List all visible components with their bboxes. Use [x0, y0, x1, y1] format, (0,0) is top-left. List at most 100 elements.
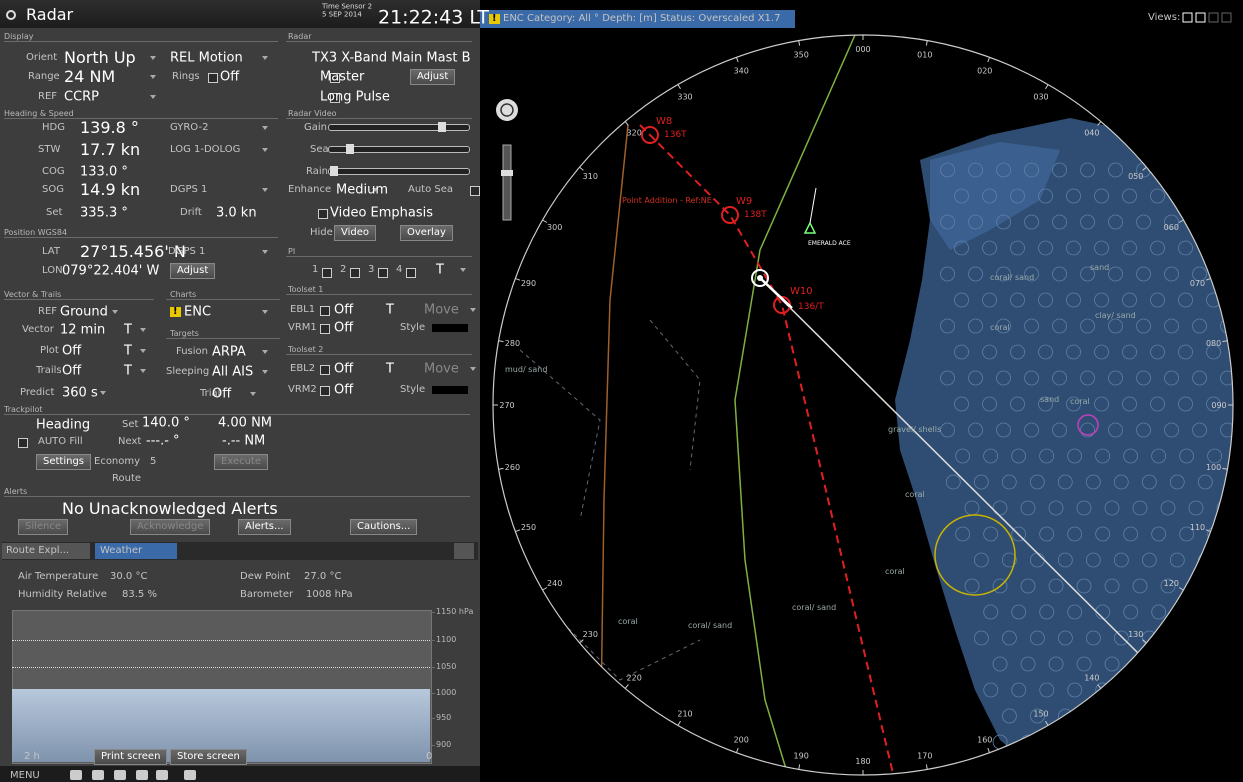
- dropdown[interactable]: [112, 310, 118, 314]
- checkbox[interactable]: [320, 324, 330, 334]
- footer-icon[interactable]: [156, 770, 168, 780]
- sounding: [982, 188, 997, 204]
- dropdown[interactable]: [262, 310, 268, 314]
- style-swatch[interactable]: [432, 324, 468, 332]
- tab[interactable]: [95, 543, 177, 559]
- checkbox[interactable]: [330, 73, 340, 83]
- checkbox[interactable]: [320, 306, 330, 316]
- grid-menu[interactable]: [454, 543, 474, 559]
- alerts-acknowledge[interactable]: Acknowledge: [130, 519, 211, 535]
- sounding: [1122, 396, 1137, 412]
- sounding: [1080, 318, 1095, 334]
- checkbox[interactable]: [322, 268, 332, 278]
- sounding: [1024, 266, 1039, 282]
- separator: [4, 496, 470, 497]
- footer-store[interactable]: Store screen: [170, 749, 247, 765]
- sounding: [940, 266, 955, 282]
- dropdown[interactable]: [250, 392, 256, 396]
- footer-icon[interactable]: [92, 770, 104, 780]
- dropdown[interactable]: [262, 56, 268, 60]
- checkbox[interactable]: [318, 209, 328, 219]
- style-swatch[interactable]: [432, 386, 468, 394]
- footer-print[interactable]: Print screen: [94, 749, 168, 765]
- trackpilot-settings[interactable]: Settings: [36, 454, 92, 470]
- footer-icon[interactable]: [136, 770, 148, 780]
- alerts-cautions[interactable]: Cautions...: [350, 519, 418, 535]
- dropdown[interactable]: [470, 308, 476, 312]
- view-icon[interactable]: [1221, 12, 1232, 23]
- dropdown[interactable]: [262, 370, 268, 374]
- footer-icon[interactable]: [114, 770, 126, 780]
- checkbox[interactable]: [320, 365, 330, 375]
- checkbox[interactable]: [406, 268, 416, 278]
- slider-thumb[interactable]: [438, 122, 446, 132]
- checkbox[interactable]: [330, 93, 340, 103]
- sounding: [1010, 344, 1025, 360]
- sounding: [1001, 552, 1017, 568]
- dropdown[interactable]: [150, 75, 156, 79]
- sounding: [1010, 188, 1025, 204]
- radar-video-enhance: Medium: [336, 182, 388, 198]
- bearing-label: 330: [677, 93, 692, 102]
- bearing-label: 040: [1084, 128, 1099, 137]
- sounding: [1066, 292, 1081, 308]
- zoom-slider[interactable]: [502, 144, 512, 221]
- checkbox[interactable]: [350, 268, 360, 278]
- radar-adjust[interactable]: Adjust: [410, 69, 456, 85]
- view-icon[interactable]: [1182, 12, 1193, 23]
- dropdown[interactable]: [140, 369, 146, 373]
- sounding: [1164, 370, 1179, 386]
- bearing-tick: [1097, 121, 1102, 126]
- radar-video-video[interactable]: Video: [334, 225, 377, 241]
- dropdown[interactable]: [150, 56, 156, 60]
- position-adjust[interactable]: Adjust: [170, 263, 216, 279]
- dropdown[interactable]: [470, 367, 476, 371]
- slider[interactable]: [328, 146, 470, 153]
- weather-dew: 27.0 °C: [304, 571, 342, 582]
- dropdown[interactable]: [140, 328, 146, 332]
- dropdown[interactable]: [262, 148, 268, 152]
- checkbox[interactable]: [378, 268, 388, 278]
- trackpilot-execute[interactable]: Execute: [214, 454, 268, 470]
- display-rings: Off: [220, 69, 240, 85]
- checkbox[interactable]: [18, 438, 28, 448]
- view-icon[interactable]: [1195, 12, 1206, 23]
- tab[interactable]: [2, 543, 90, 559]
- footer-icon[interactable]: [184, 770, 196, 780]
- slider-thumb[interactable]: [330, 166, 338, 176]
- grid-line[interactable]: [12, 640, 430, 641]
- slider-thumb[interactable]: [346, 144, 354, 154]
- separator: [4, 299, 154, 300]
- dropdown[interactable]: [100, 391, 106, 395]
- zoom-thumb: [501, 170, 513, 176]
- checkbox[interactable]: [470, 186, 480, 196]
- bearing-tick: [542, 587, 548, 591]
- alerts-alerts[interactable]: Alerts...: [238, 519, 291, 535]
- alerts-silence[interactable]: Silence: [18, 519, 69, 535]
- dropdown[interactable]: [262, 350, 268, 354]
- sounding: [1029, 630, 1045, 646]
- dropdown[interactable]: [140, 349, 146, 353]
- trackpilot-next-label: Next: [118, 436, 142, 447]
- radar-video-overlay[interactable]: Overlay: [400, 225, 453, 241]
- dropdown[interactable]: [262, 250, 268, 254]
- grid-line[interactable]: [12, 667, 430, 668]
- chart-bar-badge: !: [489, 14, 500, 24]
- slider[interactable]: [328, 124, 470, 131]
- slider[interactable]: [328, 168, 470, 175]
- dropdown[interactable]: [460, 268, 466, 272]
- dropdown[interactable]: [262, 188, 268, 192]
- radar-icon[interactable]: [6, 10, 16, 20]
- checkbox[interactable]: [208, 73, 218, 83]
- compass-button[interactable]: [496, 99, 518, 121]
- dropdown[interactable]: [372, 188, 378, 192]
- dropdown[interactable]: [262, 126, 268, 130]
- bearing-tick: [1045, 84, 1049, 90]
- sounding: [1169, 552, 1185, 568]
- sounding: [1151, 448, 1167, 464]
- footer-icon[interactable]: [70, 770, 82, 780]
- dropdown[interactable]: [150, 95, 156, 99]
- view-icon[interactable]: [1208, 12, 1219, 23]
- sounding: [1113, 552, 1129, 568]
- checkbox[interactable]: [320, 386, 330, 396]
